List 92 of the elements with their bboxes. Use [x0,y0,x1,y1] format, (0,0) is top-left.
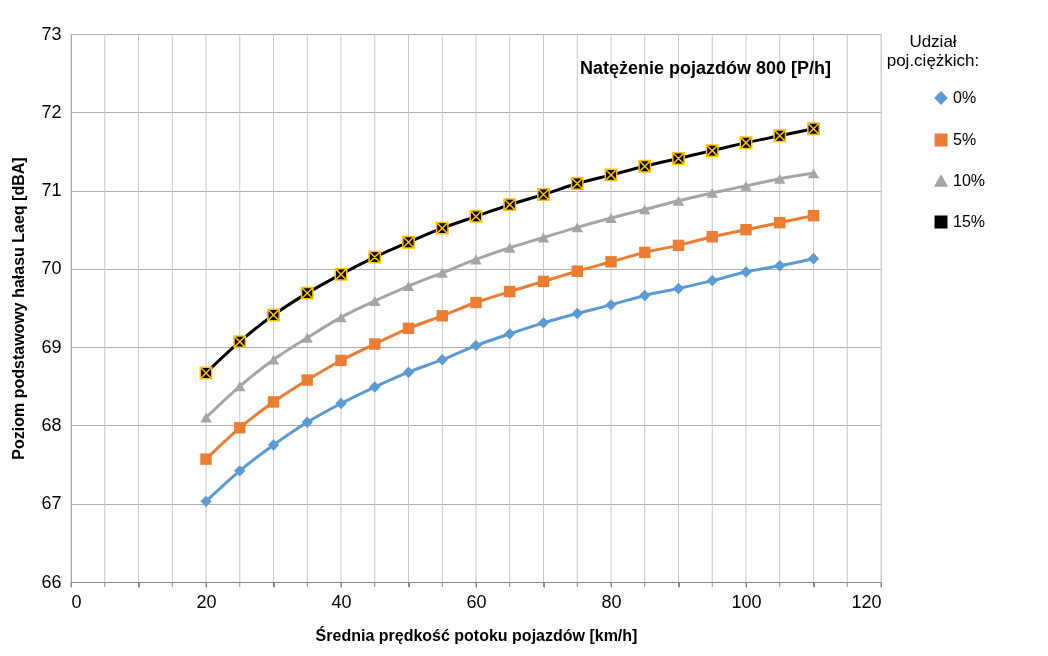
point [234,465,246,477]
point [335,397,347,410]
point [436,310,448,322]
point [369,381,381,393]
point [605,213,617,223]
point [402,235,415,249]
point [200,495,212,508]
point [774,216,786,229]
legend-title: Udział poj.ciężkich: [886,32,980,70]
point [470,339,482,352]
y-tick-label: 69 [41,336,62,357]
point [234,422,246,434]
point [504,285,516,298]
y-tick-label: 66 [41,571,62,592]
point [301,416,313,428]
x-tick-label: 60 [466,591,487,612]
x-tick-label: 80 [601,591,622,612]
point [504,242,516,253]
point [435,221,449,235]
point [639,204,651,215]
point [470,254,482,265]
x-axis-title: Średnia prędkość potoku pojazdów [km/h] [315,625,638,644]
point [672,239,685,252]
point [705,144,719,158]
legend-label: 5% [953,131,977,148]
x-tick-label: 40 [331,591,352,612]
y-tick-label: 67 [41,493,62,514]
point [503,198,517,212]
point [301,332,313,343]
point [570,177,584,190]
point [774,173,786,184]
point [672,282,685,295]
point [200,453,212,465]
point [706,231,718,243]
y-tick-label: 70 [41,258,62,279]
x-tick-label: 20 [196,591,217,612]
point [537,317,550,329]
point [402,281,415,292]
point [537,188,550,201]
point [200,412,212,423]
y-tick-label: 73 [41,23,62,44]
point [807,122,820,136]
legend-label: 15% [953,213,986,230]
point [300,286,314,300]
point [402,322,415,335]
point [639,246,651,259]
point [267,396,280,408]
point [234,381,246,392]
point [773,129,787,143]
legend-label: 0% [953,89,977,106]
x-tick-label: 100 [731,591,762,612]
point [571,222,583,233]
point [740,180,752,191]
point [369,338,381,350]
point [740,224,752,236]
point [504,328,516,340]
point [402,366,415,378]
y-tick-label: 72 [41,101,62,122]
point [571,265,583,277]
y-axis-title: Poziom podstawowy hałasu Laeq [dBA] [10,157,28,460]
point [571,307,583,320]
point [537,275,550,288]
point [369,296,381,306]
point [605,299,617,311]
x-tick-label: 0 [71,591,82,612]
text: Natężenie pojazdów 800 [P/h] [579,58,831,78]
point [638,159,652,173]
point [740,266,752,278]
legend-label: 10% [953,172,986,189]
point [335,354,347,367]
point [301,374,313,386]
point [706,187,718,198]
point [436,353,448,366]
point [436,267,448,278]
y-tick-label: 68 [41,414,62,435]
point [706,274,718,287]
point [807,168,820,179]
point [807,209,820,222]
point [470,296,482,309]
x-tick-label: 120 [851,591,882,612]
y-tick-label: 71 [41,180,62,201]
point [774,260,786,272]
point [233,335,247,349]
point [672,195,685,206]
point [537,232,550,243]
point [807,252,820,265]
point [267,439,280,451]
point [368,250,382,264]
point [335,312,347,323]
point [605,256,617,268]
point [672,152,685,165]
point [639,289,651,302]
